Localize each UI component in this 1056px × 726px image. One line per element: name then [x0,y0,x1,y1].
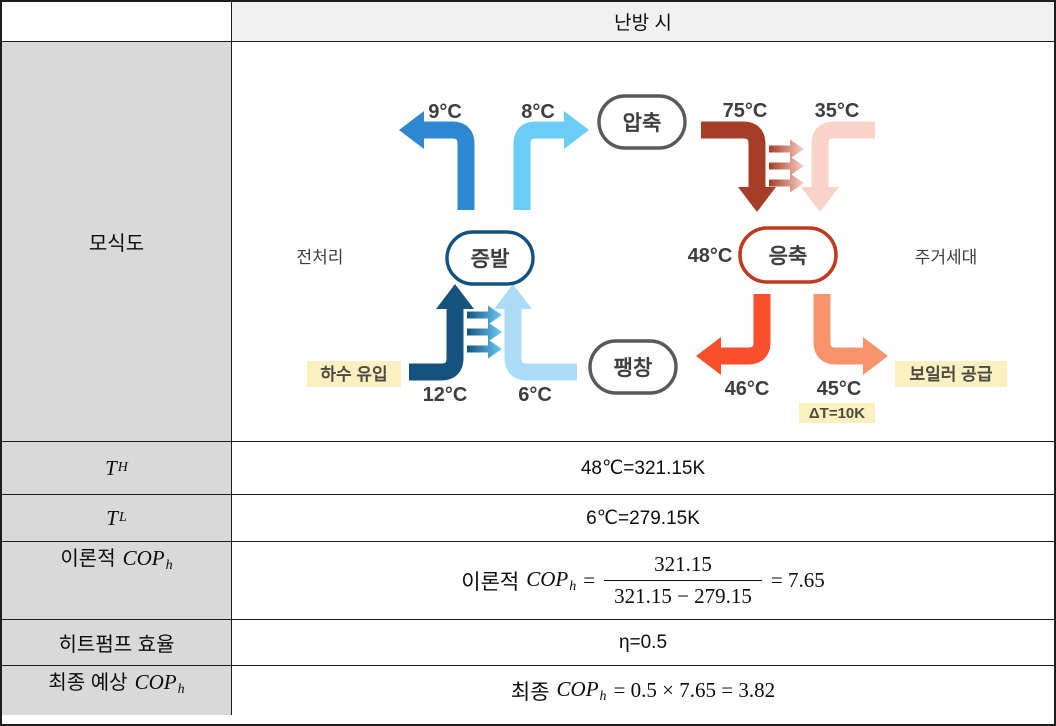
final-row-label: 최종 예상 COPh [2,666,232,715]
temp-label-9c: 9°C [428,101,462,123]
temp-label-6c: 6°C [518,384,552,406]
node-condenser: 응축 [738,225,838,284]
final-eq-symbol: COPh [556,676,607,704]
highlight-boiler-supply: 보일러 공급 [895,360,1007,387]
header-empty-cell [2,2,232,41]
expansion-shape [588,338,678,395]
tl-value: 6℃=279.15K [232,495,1054,541]
svg-text:보일러 공급: 보일러 공급 [910,365,993,384]
row-cop-final: 최종 예상 COPh 최종 COPh = 0.5 × 7.65 = 3.82 [2,666,1054,715]
tl-subscript: L [118,510,127,525]
arrow-sewage-in-12c [409,283,474,380]
heat-transfer-arrows-condenser [769,139,804,192]
condenser-label: 응축 [769,245,808,268]
cop-equation: 이론적 COPh = 321.15 321.15 − 279.15 = 7.65 [461,552,825,609]
arrow-sewage-out-9c [399,110,475,210]
temp-label-46c: 46°C [725,378,770,400]
cop-row-label: 이론적 COPh [2,542,232,619]
final-equation-cell: 최종 COPh = 0.5 × 7.65 = 3.82 [232,666,1054,715]
cop-eq-numerator: 321.15 [654,552,712,576]
final-equation: 최종 COPh = 0.5 × 7.65 = 3.82 [511,676,775,706]
arrow-refrigerant-6c [494,283,577,380]
cop-eq-prefix: 이론적 [461,569,520,594]
schematic-diagram: 압축 증발 응축 팽창 9°C [297,93,1007,423]
tl-symbol: T [106,505,118,530]
condenser-shape [738,225,838,284]
cop-eq-equals: = [583,568,596,592]
node-compressor: 압축 [597,93,687,150]
arrow-refrigerant-46c [696,293,771,375]
svg-text:ΔT=10K: ΔT=10K [809,405,865,422]
final-eq-rest: = 0.5 × 7.65 = 3.82 [613,678,776,702]
cop-eq-fraction: 321.15 321.15 − 279.15 [604,552,762,609]
svg-text:하수 유입: 하수 유입 [320,365,387,384]
cop-equation-cell: 이론적 COPh = 321.15 321.15 − 279.15 = 7.65 [232,542,1054,619]
th-value: 48℃=321.15K [232,442,1054,494]
highlight-delta-t: ΔT=10K [799,402,875,423]
schematic-cell: 압축 증발 응축 팽창 9°C [232,42,1054,441]
temp-label-45c: 45°C [817,378,862,400]
row-cop-theoretical: 이론적 COPh 이론적 COPh = 321.15 321.15 − 279.… [2,542,1054,620]
compressor-shape [597,93,687,150]
compressor-label: 압축 [623,112,662,135]
cop-eq-result: = 7.65 [770,568,825,592]
row-efficiency: 히트펌프 효율 η=0.5 [2,620,1054,666]
row-schematic: 모식도 [2,42,1054,442]
header-title: 난방 시 [232,2,1054,41]
temp-label-35c: 35°C [815,100,860,122]
final-label-symbol: COPh [134,670,185,697]
highlight-sewage-inflow: 하수 유입 [307,360,401,387]
efficiency-value: η=0.5 [232,620,1054,665]
cop-eq-symbol: COPh [526,566,577,594]
arrow-water-supply-45c [813,293,888,375]
label-pretreatment: 전처리 [297,248,344,267]
cop-eq-denominator: 321.15 − 279.15 [604,580,762,609]
th-symbol: T [105,455,117,480]
temp-label-48c: 48°C [688,245,733,267]
evaporator-label: 증발 [471,248,510,271]
arrow-water-return-35c [801,121,875,212]
label-residential: 주거세대 [915,248,978,267]
temp-label-8c: 8°C [521,101,555,123]
arrow-refrigerant-8c [513,110,589,210]
heat-transfer-arrows-evaporator [467,305,502,358]
cop-label-symbol: COPh [122,546,173,573]
efficiency-row-label: 히트펌프 효율 [2,620,232,665]
cop-label-prefix: 이론적 [60,548,116,570]
expansion-label: 팽창 [614,357,653,380]
final-label-prefix: 최종 예상 [48,672,128,694]
temp-label-12c: 12°C [423,384,468,406]
node-expansion: 팽창 [588,338,678,395]
th-subscript: H [117,460,128,475]
arrow-refrigerant-75c [701,121,776,212]
node-evaporator: 증발 [445,229,535,286]
temp-label-75c: 75°C [723,100,768,122]
final-eq-prefix: 최종 [510,679,550,704]
schematic-row-label: 모식도 [2,42,232,441]
header-row: 난방 시 [2,2,1054,42]
evaporator-shape [445,229,535,286]
